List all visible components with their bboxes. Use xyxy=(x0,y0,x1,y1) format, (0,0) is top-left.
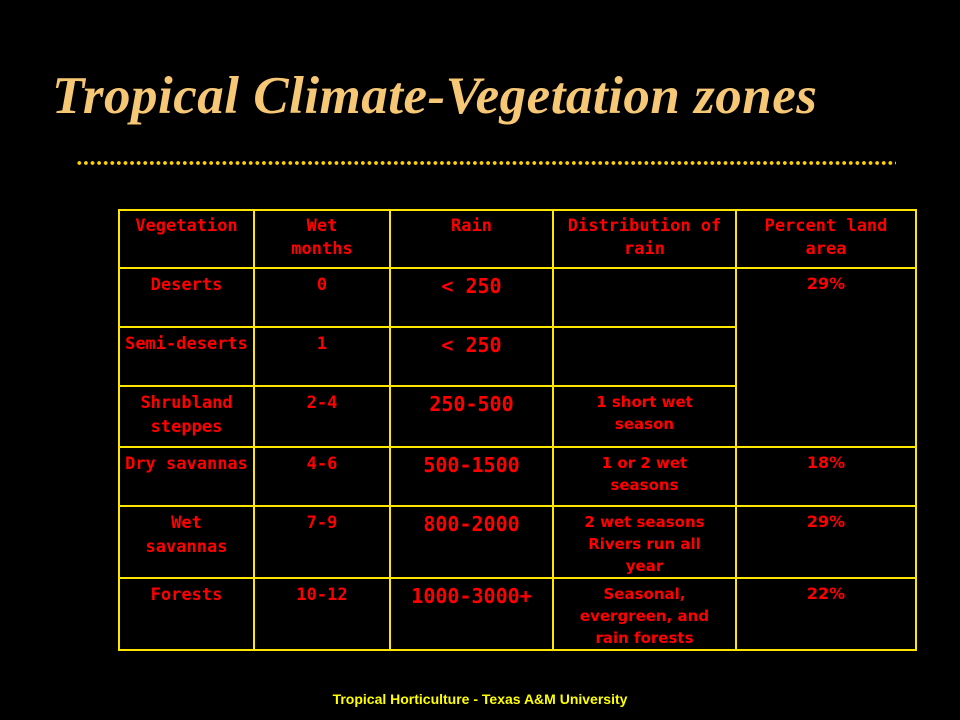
header-vegetation: Vegetation xyxy=(118,209,255,269)
cell-vegetation: Dry savannas xyxy=(118,446,255,507)
cell-distribution: 1 short wet season xyxy=(552,385,737,448)
cell-rain: 800-2000 xyxy=(389,505,554,579)
cell-wet-months: 0 xyxy=(253,267,391,328)
cell-vegetation: Semi-deserts xyxy=(118,326,255,387)
cell-wet-months: 2-4 xyxy=(253,385,391,448)
cell-rain: 1000-3000+ xyxy=(389,577,554,651)
cell-wet-months: 10-12 xyxy=(253,577,391,651)
table-row: Forests 10-12 1000-3000+ Seasonal, everg… xyxy=(118,577,917,651)
header-wet-months: Wet months xyxy=(253,209,391,269)
cell-rain: 500-1500 xyxy=(389,446,554,507)
slide-title: Tropical Climate-Vegetation zones xyxy=(52,67,818,125)
cell-percent: 18% xyxy=(735,446,917,507)
cell-wet-months: 1 xyxy=(253,326,391,387)
header-distribution: Distribution of rain xyxy=(552,209,737,269)
cell-percent: 22% xyxy=(735,577,917,651)
cell-rain: < 250 xyxy=(389,326,554,387)
cell-vegetation: Deserts xyxy=(118,267,255,328)
cell-vegetation: Shrubland steppes xyxy=(118,385,255,448)
cell-distribution xyxy=(552,326,737,387)
cell-percent-merged: 29% xyxy=(735,267,917,448)
cell-rain: 250-500 xyxy=(389,385,554,448)
table-row: Wet savannas 7-9 800-2000 2 wet seasons … xyxy=(118,505,917,579)
header-percent-land-area: Percent land area xyxy=(735,209,917,269)
table-row: Semi-deserts 1 < 250 xyxy=(118,326,916,387)
footer-credit: Tropical Horticulture - Texas A&M Univer… xyxy=(332,691,628,707)
cell-vegetation: Wet savannas xyxy=(118,505,255,579)
cell-rain: < 250 xyxy=(389,267,554,328)
table-row: Deserts 0 < 250 29% xyxy=(118,267,917,448)
cell-wet-months: 4-6 xyxy=(253,446,391,507)
cell-distribution: 2 wet seasons Rivers run all year xyxy=(552,505,737,579)
cell-vegetation: Forests xyxy=(118,577,255,651)
table-row: Shrubland steppes 2-4 250-500 1 short we… xyxy=(118,385,916,448)
cell-distribution: 1 or 2 wet seasons xyxy=(552,446,737,507)
header-rain: Rain xyxy=(389,209,554,269)
cell-percent: 29% xyxy=(735,505,917,579)
cell-wet-months: 7-9 xyxy=(253,505,391,579)
table-row: Dry savannas 4-6 500-1500 1 or 2 wet sea… xyxy=(118,446,917,507)
table-header-row: Vegetation Wet months Rain Distribution … xyxy=(118,209,917,269)
climate-vegetation-table: Vegetation Wet months Rain Distribution … xyxy=(118,209,917,651)
cell-distribution xyxy=(552,267,737,328)
cell-distribution: Seasonal, evergreen, and rain forests xyxy=(552,577,737,651)
dotted-divider xyxy=(76,158,896,168)
